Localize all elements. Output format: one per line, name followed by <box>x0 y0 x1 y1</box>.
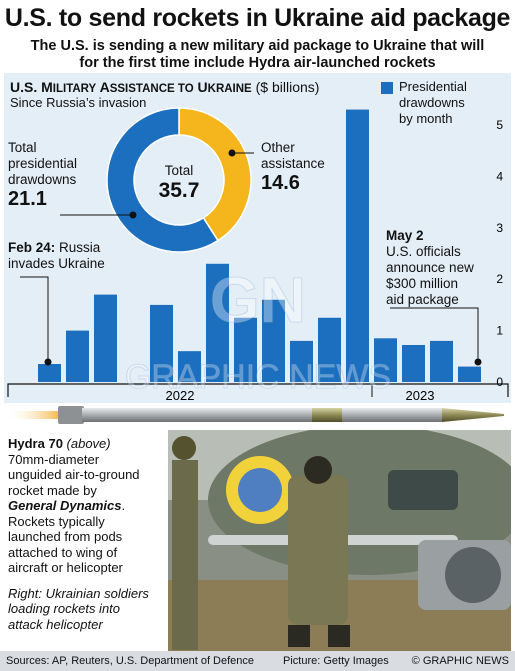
year-label-2023: 2023 <box>406 388 435 403</box>
bar-month-9 <box>262 299 285 382</box>
footer: Sources: AP, Reuters, U.S. Department of… <box>0 651 515 671</box>
y-tick-1: 1 <box>496 324 503 338</box>
y-tick-2: 2 <box>496 272 503 286</box>
chart-subtitle: Since Russia’s invasion <box>10 95 147 110</box>
bar-month-8 <box>234 317 257 382</box>
donut-left-dot <box>129 211 137 219</box>
may2-dot <box>474 358 482 366</box>
legend-swatch <box>381 82 393 94</box>
bar-month-6 <box>178 351 201 382</box>
chart-units: ($ billions) <box>251 79 320 95</box>
subhead-line-2: for the first time include Hydra air-lau… <box>79 55 436 71</box>
legend-label: Presidential drawdowns by month <box>399 79 467 126</box>
bar-month-10 <box>290 340 313 382</box>
y-tick-4: 4 <box>496 169 503 183</box>
y-tick-0: 0 <box>496 375 503 389</box>
donut-label-other: Other assistance 14.6 <box>261 140 325 194</box>
photo-caption: Right: Ukrainian soldiers loading rocket… <box>8 585 149 632</box>
bar-month-2 <box>66 330 89 382</box>
footer-sources: Sources: AP, Reuters, U.S. Department of… <box>6 655 255 667</box>
donut-right-dot <box>228 149 236 157</box>
donut-total-value: 35.7 <box>158 179 200 202</box>
donut-value-other: 14.6 <box>261 172 300 194</box>
donut-slice-other <box>178 107 252 242</box>
x-axis-line <box>7 383 509 397</box>
bar-month-14 <box>402 344 425 382</box>
bar-month-15 <box>430 340 453 382</box>
subhead-line-1: The U.S. is sending a new military aid p… <box>30 38 485 54</box>
donut-label-drawdowns: Total presidential drawdowns 21.1 <box>8 140 78 210</box>
soldiers-loading-rockets-photo <box>168 430 511 651</box>
maker-name: General Dynamics <box>8 498 122 513</box>
bar-month-3 <box>94 294 117 382</box>
feb24-leader <box>20 276 49 362</box>
subhead: The U.S. is sending a new military aid p… <box>0 38 515 72</box>
hydra-rocket-illustration <box>4 403 511 429</box>
donut-total-label: Total <box>164 163 194 178</box>
feb24-dot <box>44 358 52 366</box>
footer-copyright: © GRAPHIC NEWS <box>411 655 509 667</box>
may2-leader <box>390 307 479 362</box>
bar-month-12 <box>346 109 369 382</box>
bar-month-1 <box>38 364 61 382</box>
year-label-2022: 2022 <box>166 388 195 403</box>
headline: U.S. to send rockets in Ukraine aid pack… <box>4 4 511 32</box>
donut-value-drawdowns: 21.1 <box>8 188 47 210</box>
y-tick-5: 5 <box>496 118 503 132</box>
chart-title: U.S. MILITARY ASSISTANCE TO UKRAINE ($ b… <box>10 79 320 95</box>
bar-month-7 <box>206 263 229 382</box>
hydra-name: Hydra 70 <box>8 436 63 451</box>
annotation-feb24: Feb 24: Russia invades Ukraine <box>8 240 105 271</box>
bar-month-5 <box>150 304 173 382</box>
annotation-may2: May 2 U.S. officials announce new $300 m… <box>386 228 474 307</box>
bar-month-13 <box>374 338 397 382</box>
bar-month-11 <box>318 317 341 382</box>
hydra-description: Hydra 70 (above) 70mm-diameter unguided … <box>8 436 168 632</box>
y-tick-3: 3 <box>496 221 503 235</box>
footer-picture-credit: Picture: Getty Images <box>283 655 389 667</box>
bar-month-16 <box>458 366 481 382</box>
donut-total: Total 35.7 <box>146 163 212 203</box>
